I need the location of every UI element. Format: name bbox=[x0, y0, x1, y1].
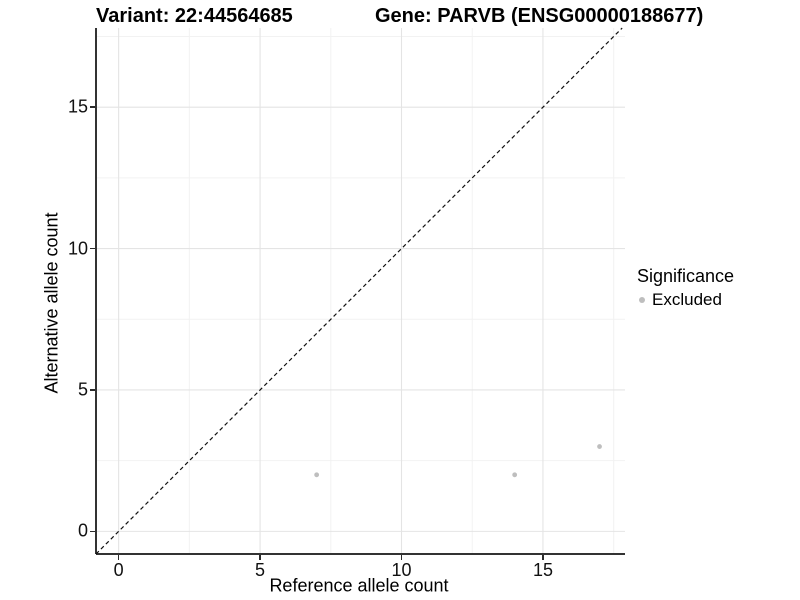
plot-panel bbox=[95, 27, 625, 555]
y-tick-mark bbox=[90, 530, 95, 533]
y-tick-label: 5 bbox=[77, 379, 88, 400]
y-tick-label: 15 bbox=[67, 96, 88, 117]
x-tick-label: 10 bbox=[391, 560, 412, 580]
plot-title-gene: Gene: PARVB (ENSG00000188677) bbox=[375, 5, 704, 27]
x-tick-mark bbox=[117, 555, 120, 560]
x-tick-label: 0 bbox=[113, 560, 124, 580]
x-tick-mark bbox=[400, 555, 403, 560]
x-tick-mark bbox=[542, 555, 544, 560]
x-tick-label: 5 bbox=[255, 560, 266, 580]
legend-title: Significance bbox=[637, 266, 735, 286]
x-axis-label: Reference allele count bbox=[269, 575, 449, 596]
y-axis-label: Alternative allele count bbox=[41, 212, 62, 394]
legend-entry-label: Excluded bbox=[652, 290, 722, 309]
plot-title-variant: Variant: 22:44564685 bbox=[96, 5, 293, 27]
data-point bbox=[597, 444, 602, 449]
x-tick-mark bbox=[259, 555, 261, 560]
plot-canvas bbox=[95, 27, 625, 555]
x-tick-label: 15 bbox=[532, 560, 553, 580]
legend-point-icon bbox=[639, 297, 645, 303]
y-tick-mark bbox=[90, 106, 95, 108]
identity-reference-line bbox=[95, 27, 623, 555]
data-point bbox=[512, 472, 518, 478]
data-point bbox=[314, 472, 320, 478]
legend-entry-excluded: Excluded bbox=[639, 290, 734, 310]
y-tick-label: 0 bbox=[77, 520, 88, 541]
y-tick-mark bbox=[90, 247, 95, 250]
y-tick-label: 10 bbox=[67, 238, 88, 259]
legend: Significance Excluded bbox=[637, 266, 734, 310]
y-tick-mark bbox=[90, 389, 95, 391]
